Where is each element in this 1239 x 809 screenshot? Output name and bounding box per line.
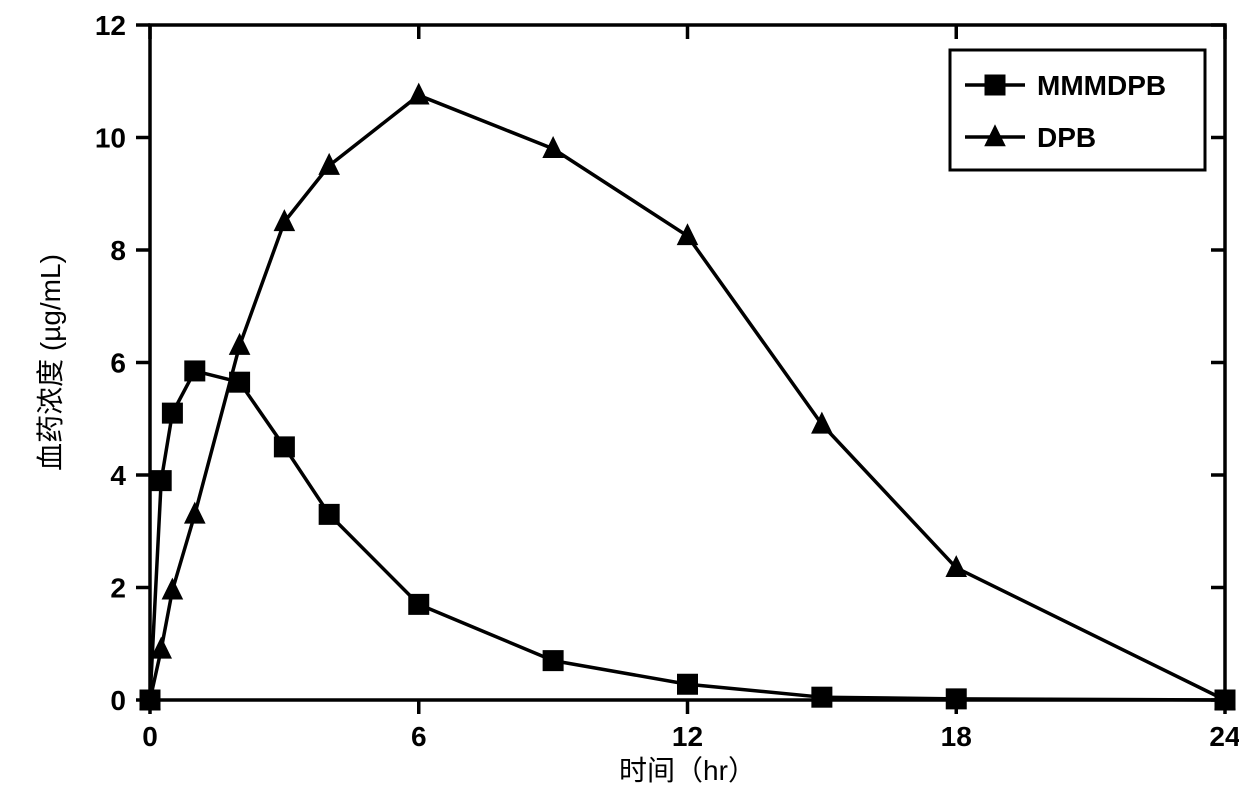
x-tick-label: 18	[941, 721, 972, 752]
x-axis-title: 时间（hr）	[619, 755, 756, 786]
legend: MMMDPB DPB	[950, 50, 1205, 170]
y-tick-label: 8	[110, 235, 126, 266]
y-tick-label: 0	[110, 685, 126, 716]
x-tick-label: 6	[411, 721, 427, 752]
y-tick-label: 4	[110, 460, 126, 491]
pk-chart: 06121824024681012时间（hr）血药浓度 (µg/mL)MMMDP…	[0, 0, 1239, 809]
x-tick-label: 24	[1209, 721, 1239, 752]
x-tick-label: 12	[672, 721, 703, 752]
y-axis-title: 血药浓度 (µg/mL)	[35, 254, 66, 471]
x-tick-label: 0	[142, 721, 158, 752]
legend-label: DPB	[1037, 122, 1096, 153]
y-tick-label: 6	[110, 348, 126, 379]
y-tick-label: 10	[95, 123, 126, 154]
y-tick-label: 2	[110, 573, 126, 604]
chart-svg: 06121824024681012时间（hr）血药浓度 (µg/mL)MMMDP…	[0, 0, 1239, 809]
legend-label: MMMDPB	[1037, 70, 1166, 101]
y-tick-label: 12	[95, 10, 126, 41]
